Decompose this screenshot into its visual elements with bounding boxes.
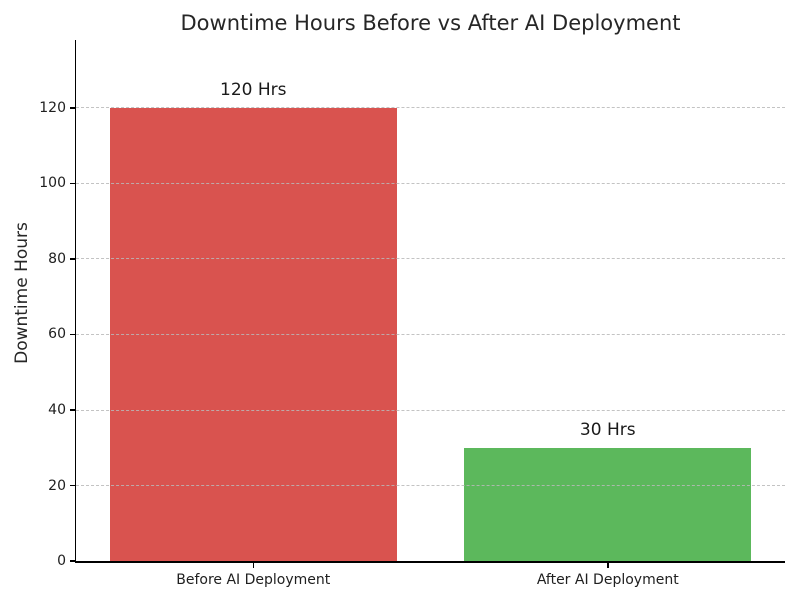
x-tick-mark xyxy=(252,562,254,568)
y-tick-label: 0 xyxy=(57,553,66,569)
gridline-y-20 xyxy=(76,485,785,486)
y-tick-label: 120 xyxy=(39,99,66,116)
gridline-y-40 xyxy=(76,409,785,411)
x-axis-spine xyxy=(74,561,785,563)
y-tick-mark xyxy=(70,560,76,562)
y-tick-label: 40 xyxy=(48,402,66,418)
x-tick-label: Before AI Deployment xyxy=(176,572,331,588)
y-tick-label: 100 xyxy=(39,175,66,192)
plot-area: 120 Hrs 30 Hrs 0 20 40 60 80 100 120 Before AI … xyxy=(39,40,785,588)
bar-value-label: 120 Hrs xyxy=(220,79,287,100)
y-tick-mark xyxy=(70,107,76,109)
chart-title: Downtime Hours Before vs After AI Deploy… xyxy=(180,11,681,35)
y-tick-mark xyxy=(70,333,76,336)
y-tick-label: 60 xyxy=(48,326,66,343)
bar-value-label: 30 Hrs xyxy=(579,419,636,440)
y-axis-label: Downtime Hours xyxy=(12,222,32,364)
x-tick-label: After AI Deployment xyxy=(536,572,679,588)
gridline-y-60 xyxy=(76,333,785,335)
gridline-y-80 xyxy=(76,258,785,260)
y-tick-mark xyxy=(70,258,76,260)
y-tick-label: 20 xyxy=(48,477,66,494)
y-tick-mark xyxy=(70,409,76,411)
y-tick-label: 80 xyxy=(48,250,66,267)
x-tick-mark xyxy=(607,562,609,568)
y-axis-spine xyxy=(74,40,76,563)
gridline-y-120 xyxy=(76,107,785,109)
bar-1 xyxy=(464,447,752,561)
gridline-y-100 xyxy=(76,182,785,184)
y-tick-mark xyxy=(70,484,76,487)
y-tick-mark xyxy=(70,182,76,185)
